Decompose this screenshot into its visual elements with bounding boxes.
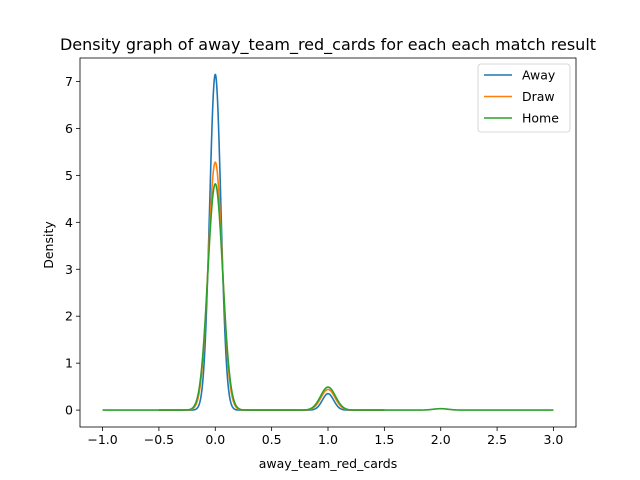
y-tick-label: 0 [65,403,73,418]
y-tick-label: 6 [65,121,73,136]
x-axis-label: away_team_red_cards [259,456,398,471]
plot-area [102,73,554,411]
y-axis-label: Density [41,221,56,269]
x-tick-label: 3.0 [544,432,564,447]
legend-label-draw: Draw [522,89,555,104]
x-tick-label: −1.0 [87,432,117,447]
x-tick-label: −0.5 [144,432,174,447]
legend-box [477,63,571,133]
x-tick-label: 2.0 [431,432,451,447]
chart-title: Density graph of away_team_red_cards for… [60,35,596,55]
x-tick-label: 0.0 [205,432,225,447]
y-axis: 0 1 2 3 4 5 6 7 [65,74,80,418]
y-tick-label: 7 [65,74,73,89]
series-line-home [102,183,554,411]
y-tick-label: 3 [65,262,73,277]
x-tick-label: 2.5 [487,432,507,447]
series-line-away [158,73,385,411]
legend-label-home: Home [522,111,559,126]
x-tick-label: 1.0 [318,432,338,447]
x-tick-label: 0.5 [262,432,282,447]
series-line-draw [158,161,385,411]
x-tick-label: 1.5 [374,432,394,447]
y-tick-label: 2 [65,309,73,324]
x-axis: −1.0 −0.5 0.0 0.5 1.0 1.5 2.0 2.5 3.0 [87,427,563,447]
y-tick-label: 1 [65,356,73,371]
y-tick-label: 4 [65,215,73,230]
legend: Away Draw Home [477,63,571,133]
legend-label-away: Away [522,68,556,83]
y-tick-label: 5 [65,168,73,183]
